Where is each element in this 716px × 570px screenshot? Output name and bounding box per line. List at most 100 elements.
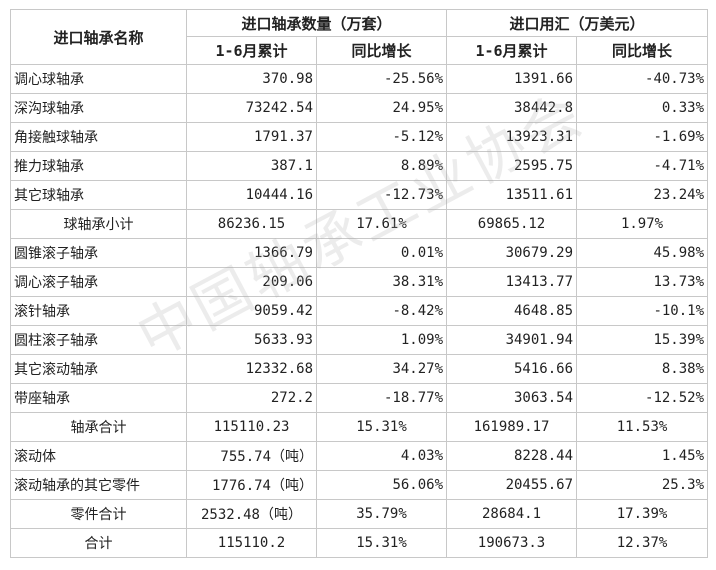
fx-growth: -1.69% xyxy=(576,122,709,152)
fx-growth: 11.53% xyxy=(576,412,709,442)
qty-cumulative: 10444.16 xyxy=(186,180,317,210)
fx-growth: 23.24% xyxy=(576,180,709,210)
fx-growth: 45.98% xyxy=(576,238,709,268)
qty-cumulative: 2532.48（吨） xyxy=(186,499,317,529)
fx-growth: 12.37% xyxy=(576,528,709,558)
subtotal-row: 零件合计 2532.48（吨） 35.79% 28684.1 17.39% xyxy=(10,499,709,529)
qty-cumulative: 272.2 xyxy=(186,383,317,413)
fx-growth: 8.38% xyxy=(576,354,709,384)
fx-cumulative: 190673.3 xyxy=(446,528,578,558)
fx-growth: 13.73% xyxy=(576,267,709,297)
qty-cumulative: 1776.74（吨） xyxy=(186,470,317,500)
qty-growth: 34.27% xyxy=(315,354,448,384)
qty-cumulative: 86236.15 xyxy=(186,209,317,239)
table-row: 深沟球轴承 73242.54 24.95% 38442.8 0.33% xyxy=(10,93,709,123)
fx-growth: -10.1% xyxy=(576,296,709,326)
row-name: 合计 xyxy=(10,528,187,558)
qty-cumulative: 1366.79 xyxy=(186,238,317,268)
header-qty-growth: 同比增长 xyxy=(315,36,448,65)
table-row: 调心球轴承 370.98 -25.56% 1391.66 -40.73% xyxy=(10,64,709,94)
fx-cumulative: 5416.66 xyxy=(446,354,578,384)
row-name: 调心滚子轴承 xyxy=(10,267,187,297)
qty-growth: 4.03% xyxy=(315,441,448,471)
fx-growth: 25.3% xyxy=(576,470,709,500)
table-row: 滚动轴承的其它零件 1776.74（吨） 56.06% 20455.67 25.3% xyxy=(10,470,709,500)
qty-cumulative: 370.98 xyxy=(186,64,317,94)
header-name: 进口轴承名称 xyxy=(10,9,187,65)
table-row: 角接触球轴承 1791.37 -5.12% 13923.31 -1.69% xyxy=(10,122,709,152)
fx-cumulative: 1391.66 xyxy=(446,64,578,94)
table-row: 圆锥滚子轴承 1366.79 0.01% 30679.29 45.98% xyxy=(10,238,709,268)
row-name: 带座轴承 xyxy=(10,383,187,413)
fx-growth: 17.39% xyxy=(576,499,709,529)
fx-cumulative: 161989.17 xyxy=(446,412,578,442)
qty-cumulative: 73242.54 xyxy=(186,93,317,123)
subtotal-row: 合计 115110.2 15.31% 190673.3 12.37% xyxy=(10,528,709,558)
qty-growth: -5.12% xyxy=(315,122,448,152)
fx-growth: 1.45% xyxy=(576,441,709,471)
fx-growth: -4.71% xyxy=(576,151,709,181)
row-name: 圆柱滚子轴承 xyxy=(10,325,187,355)
row-name: 其它球轴承 xyxy=(10,180,187,210)
table-row: 推力球轴承 387.1 8.89% 2595.75 -4.71% xyxy=(10,151,709,181)
header-fx-cumulative: 1-6月累计 xyxy=(446,36,578,65)
fx-cumulative: 13511.61 xyxy=(446,180,578,210)
qty-growth: -18.77% xyxy=(315,383,448,413)
qty-growth: 38.31% xyxy=(315,267,448,297)
qty-growth: 1.09% xyxy=(315,325,448,355)
subtotal-row: 轴承合计 115110.23 15.31% 161989.17 11.53% xyxy=(10,412,709,442)
row-name: 圆锥滚子轴承 xyxy=(10,238,187,268)
row-name: 球轴承小计 xyxy=(10,209,187,239)
row-name: 滚针轴承 xyxy=(10,296,187,326)
fx-cumulative: 30679.29 xyxy=(446,238,578,268)
table-row: 其它滚动轴承 12332.68 34.27% 5416.66 8.38% xyxy=(10,354,709,384)
row-name: 深沟球轴承 xyxy=(10,93,187,123)
header-qty-cumulative: 1-6月累计 xyxy=(186,36,317,65)
fx-cumulative: 34901.94 xyxy=(446,325,578,355)
qty-growth: 56.06% xyxy=(315,470,448,500)
fx-growth: 1.97% xyxy=(576,209,709,239)
header-forex-group: 进口用汇（万美元） xyxy=(446,9,709,37)
qty-cumulative: 209.06 xyxy=(186,267,317,297)
row-name: 滚动轴承的其它零件 xyxy=(10,470,187,500)
qty-cumulative: 115110.2 xyxy=(186,528,317,558)
qty-growth: -8.42% xyxy=(315,296,448,326)
row-name: 滚动体 xyxy=(10,441,187,471)
qty-cumulative: 12332.68 xyxy=(186,354,317,384)
fx-cumulative: 13923.31 xyxy=(446,122,578,152)
table-row: 圆柱滚子轴承 5633.93 1.09% 34901.94 15.39% xyxy=(10,325,709,355)
qty-growth: 17.61% xyxy=(315,209,448,239)
table-row: 带座轴承 272.2 -18.77% 3063.54 -12.52% xyxy=(10,383,709,413)
qty-cumulative: 387.1 xyxy=(186,151,317,181)
fx-cumulative: 28684.1 xyxy=(446,499,578,529)
fx-cumulative: 3063.54 xyxy=(446,383,578,413)
fx-cumulative: 8228.44 xyxy=(446,441,578,471)
row-name: 调心球轴承 xyxy=(10,64,187,94)
fx-growth: -12.52% xyxy=(576,383,709,413)
row-name: 推力球轴承 xyxy=(10,151,187,181)
qty-growth: 8.89% xyxy=(315,151,448,181)
table-row: 调心滚子轴承 209.06 38.31% 13413.77 13.73% xyxy=(10,267,709,297)
qty-growth: 15.31% xyxy=(315,412,448,442)
qty-growth: 0.01% xyxy=(315,238,448,268)
row-name: 其它滚动轴承 xyxy=(10,354,187,384)
fx-growth: 15.39% xyxy=(576,325,709,355)
qty-growth: 24.95% xyxy=(315,93,448,123)
fx-cumulative: 69865.12 xyxy=(446,209,578,239)
fx-cumulative: 38442.8 xyxy=(446,93,578,123)
table-row: 滚动体 755.74（吨） 4.03% 8228.44 1.45% xyxy=(10,441,709,471)
qty-growth: 15.31% xyxy=(315,528,448,558)
fx-cumulative: 20455.67 xyxy=(446,470,578,500)
row-name: 零件合计 xyxy=(10,499,187,529)
row-name: 角接触球轴承 xyxy=(10,122,187,152)
table-row: 其它球轴承 10444.16 -12.73% 13511.61 23.24% xyxy=(10,180,709,210)
row-name: 轴承合计 xyxy=(10,412,187,442)
fx-growth: 0.33% xyxy=(576,93,709,123)
qty-growth: -25.56% xyxy=(315,64,448,94)
header-fx-growth: 同比增长 xyxy=(576,36,709,65)
qty-cumulative: 755.74（吨） xyxy=(186,441,317,471)
fx-growth: -40.73% xyxy=(576,64,709,94)
qty-cumulative: 5633.93 xyxy=(186,325,317,355)
bearing-import-table: 进口轴承名称 进口轴承数量（万套） 进口用汇（万美元） 1-6月累计 同比增长 … xyxy=(10,9,709,558)
qty-growth: 35.79% xyxy=(315,499,448,529)
